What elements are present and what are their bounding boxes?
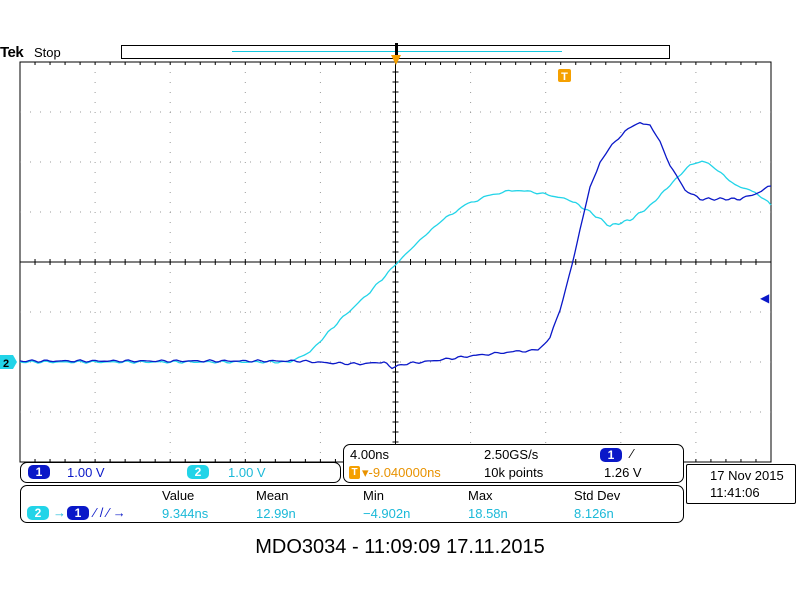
trigger-position-badge: T [349, 466, 360, 479]
channel-scale-panel: 1 1.00 V 2 1.00 V [20, 462, 341, 483]
trigger-marker-glyph: T [561, 71, 568, 83]
trigger-level[interactable]: 1.26 V [604, 465, 642, 480]
meas-source-ch1: 1 [67, 506, 89, 520]
ch2-scale[interactable]: 1.00 V [228, 465, 266, 480]
meas-arrow: → [53, 505, 66, 520]
date: 17 Nov 2015 [710, 468, 784, 483]
time: 11:41:06 [710, 485, 760, 500]
meas-max: 18.58n [468, 506, 508, 521]
graticule [19, 61, 772, 463]
measurement-panel[interactable]: 2 → 1 ⁄ / ⁄ → Value Mean Min Max Std Dev… [20, 485, 684, 523]
caption: MDO3034 - 11:09:09 17.11.2015 [255, 536, 545, 558]
sample-rate: 2.50GS/s [484, 447, 539, 462]
record-length: 10k points [484, 465, 544, 480]
meas-source-ch2: 2 [27, 506, 49, 520]
timebase[interactable]: 4.00ns [350, 447, 390, 462]
meas-header-min: Min [363, 488, 384, 503]
trigger-position-icon[interactable] [391, 55, 401, 65]
meas-header-mean: Mean [256, 488, 289, 503]
trigger-source-badge[interactable]: 1 [600, 448, 622, 462]
run-status: Stop [34, 45, 61, 60]
meas-min: −4.902n [363, 506, 411, 521]
waveform-display[interactable]: T ◀ 2 [0, 40, 800, 465]
ch2-ground-marker-label: 2 [3, 358, 9, 370]
meas-value: 9.344ns [162, 506, 209, 521]
datetime-panel: 17 Nov 2015 11:41:06 [686, 464, 796, 504]
trigger-position[interactable]: ▾-9.040000ns [362, 465, 441, 480]
ch2-ground-marker-icon[interactable]: 2 [0, 355, 17, 370]
trigger-level-icon[interactable]: ◀ [760, 291, 770, 305]
ch1-badge[interactable]: 1 [28, 465, 50, 479]
ch1-scale[interactable]: 1.00 V [67, 465, 105, 480]
meas-header-stddev: Std Dev [574, 488, 621, 503]
meas-edges: ⁄ / ⁄ → [94, 505, 126, 520]
record-view-cursor [395, 43, 398, 59]
meas-header-max: Max [468, 488, 493, 503]
rising-edge-icon: ⁄ [631, 446, 634, 461]
ch2-badge[interactable]: 2 [187, 465, 209, 479]
trigger-marker-icon[interactable]: T [558, 69, 571, 83]
meas-mean: 12.99n [256, 506, 296, 521]
traces [19, 121, 772, 370]
meas-stddev: 8.126n [574, 506, 614, 521]
ch1-waveform [19, 121, 772, 370]
acquisition-panel: 4.00ns 2.50GS/s 1 ⁄ T ▾-9.040000ns 10k p… [343, 444, 684, 483]
meas-header-value: Value [162, 488, 195, 503]
tek-logo: Tek [0, 44, 24, 61]
ch2-waveform [19, 160, 772, 364]
